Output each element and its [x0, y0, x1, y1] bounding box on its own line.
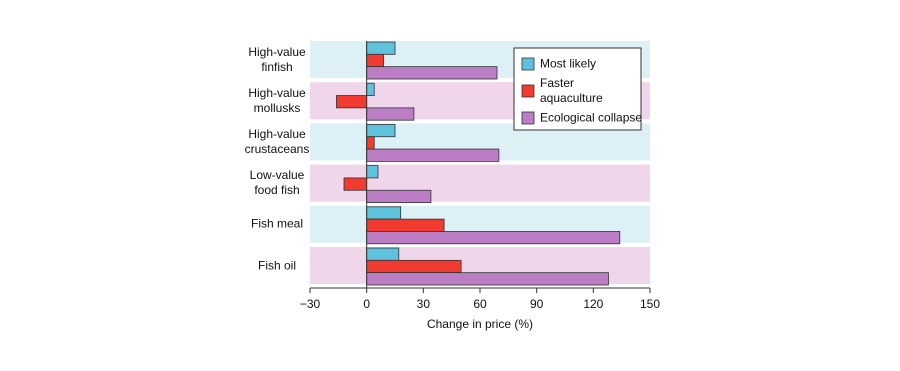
x-tick-label: 0 — [363, 297, 370, 311]
legend-label: Faster aquaculture — [540, 76, 603, 105]
x-tick-label: 150 — [640, 297, 660, 311]
x-tick-label: 90 — [530, 297, 544, 311]
legend-swatch — [521, 111, 535, 125]
bar — [366, 165, 379, 179]
bar — [343, 177, 368, 191]
bar — [336, 95, 368, 109]
x-axis-label: Change in price (%) — [427, 317, 533, 331]
x-tick-label: −30 — [300, 297, 321, 311]
category-label: High-value finfish — [248, 44, 306, 74]
x-tick-label: 60 — [473, 297, 487, 311]
category-label: High-value crustaceans — [244, 126, 310, 156]
bar — [366, 136, 375, 150]
legend-swatch — [521, 57, 535, 71]
bar — [366, 53, 385, 68]
bar — [366, 107, 415, 121]
category-label: Fish meal — [250, 216, 303, 231]
legend-label: Most likely — [540, 56, 597, 71]
bar — [366, 272, 609, 286]
bar — [366, 247, 400, 261]
bar — [366, 231, 621, 245]
legend-label: Ecological collapse — [540, 110, 643, 125]
category-label: High-value mollusks — [248, 85, 306, 115]
bar — [366, 189, 432, 203]
bar — [366, 82, 375, 96]
x-tick-label: 30 — [417, 297, 431, 311]
category-label: Fish oil — [257, 258, 296, 272]
bar — [366, 41, 396, 55]
bar — [366, 206, 402, 220]
bar — [366, 259, 462, 274]
bar — [366, 148, 500, 162]
bar — [366, 218, 445, 232]
category-label: Low-value food fish — [249, 168, 305, 198]
bar — [366, 124, 396, 138]
bar — [366, 66, 498, 80]
x-tick-label: 120 — [583, 297, 603, 311]
legend-box — [513, 47, 642, 131]
legend-swatch — [521, 84, 535, 98]
